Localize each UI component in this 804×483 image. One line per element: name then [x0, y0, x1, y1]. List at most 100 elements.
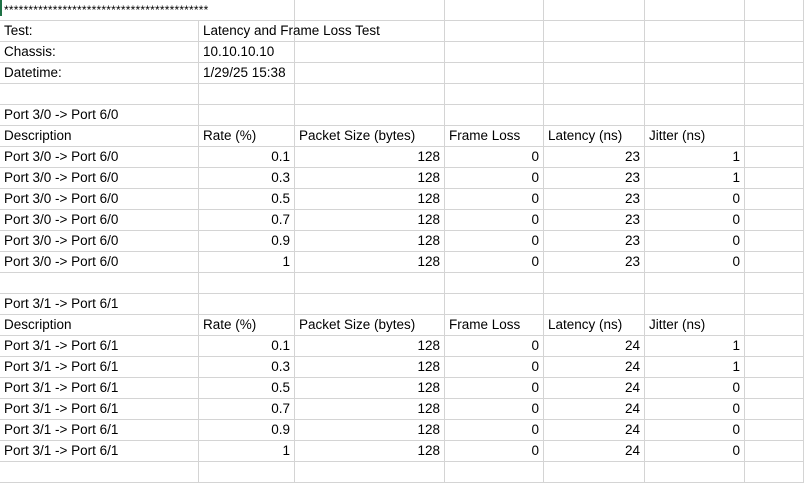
data-cell[interactable]: 0 [645, 441, 745, 461]
sheet-cell[interactable] [445, 21, 544, 41]
row-description[interactable]: Port 3/0 -> Port 6/0 [0, 231, 199, 251]
sheet-cell[interactable] [445, 84, 544, 104]
data-cell[interactable]: 23 [544, 189, 645, 209]
data-cell[interactable]: 23 [544, 210, 645, 230]
sheet-cell[interactable] [645, 42, 745, 62]
sheet-cell[interactable] [295, 0, 445, 20]
data-cell[interactable]: 1 [645, 357, 745, 377]
data-cell[interactable]: 0 [445, 378, 544, 398]
data-cell[interactable]: 0 [645, 378, 745, 398]
data-cell[interactable]: 0 [645, 189, 745, 209]
column-header[interactable]: Description [0, 126, 199, 146]
row-description[interactable]: Port 3/1 -> Port 6/1 [0, 336, 199, 356]
column-header[interactable]: Frame Loss [445, 315, 544, 335]
data-cell[interactable]: 0 [645, 210, 745, 230]
sheet-cell[interactable] [199, 105, 295, 125]
data-cell[interactable]: 0 [645, 252, 745, 272]
sheet-cell[interactable] [445, 42, 544, 62]
sheet-cell[interactable] [544, 63, 645, 83]
sheet-cell[interactable] [295, 21, 445, 41]
section-title[interactable]: Port 3/1 -> Port 6/1 [0, 294, 199, 314]
sheet-cell[interactable] [544, 105, 645, 125]
sheet-cell[interactable] [445, 0, 544, 20]
data-cell[interactable]: 128 [295, 378, 445, 398]
row-description[interactable]: Port 3/1 -> Port 6/1 [0, 399, 199, 419]
meta-label[interactable]: Test: [0, 21, 199, 41]
sheet-cell[interactable] [645, 21, 745, 41]
sheet-cell[interactable] [745, 462, 804, 482]
sheet-cell[interactable] [199, 273, 295, 293]
sheet-cell[interactable] [645, 63, 745, 83]
data-cell[interactable]: 24 [544, 378, 645, 398]
meta-label[interactable]: Chassis: [0, 42, 199, 62]
data-cell[interactable]: 24 [544, 420, 645, 440]
sheet-cell[interactable] [745, 399, 804, 419]
data-cell[interactable]: 0.7 [199, 210, 295, 230]
data-cell[interactable]: 0.5 [199, 189, 295, 209]
data-cell[interactable]: 128 [295, 210, 445, 230]
sheet-cell[interactable] [745, 210, 804, 230]
data-cell[interactable]: 0 [445, 420, 544, 440]
data-cell[interactable]: 24 [544, 399, 645, 419]
sheet-cell[interactable] [0, 462, 199, 482]
data-cell[interactable]: 0.3 [199, 357, 295, 377]
data-cell[interactable]: 23 [544, 168, 645, 188]
sheet-cell[interactable] [745, 105, 804, 125]
sheet-cell[interactable] [295, 63, 445, 83]
column-header[interactable]: Jitter (ns) [645, 126, 745, 146]
column-header[interactable]: Jitter (ns) [645, 315, 745, 335]
data-cell[interactable]: 0.1 [199, 147, 295, 167]
data-cell[interactable]: 1 [645, 147, 745, 167]
column-header[interactable]: Packet Size (bytes) [295, 126, 445, 146]
data-cell[interactable]: 23 [544, 252, 645, 272]
sheet-cell[interactable] [295, 273, 445, 293]
column-header[interactable]: Frame Loss [445, 126, 544, 146]
sheet-cell[interactable] [445, 294, 544, 314]
meta-value[interactable]: Latency and Frame Loss Test [199, 21, 380, 41]
column-header[interactable]: Latency (ns) [544, 315, 645, 335]
data-cell[interactable]: 0 [445, 252, 544, 272]
data-cell[interactable]: 128 [295, 252, 445, 272]
sheet-cell[interactable] [745, 273, 804, 293]
data-cell[interactable]: 0 [445, 357, 544, 377]
sheet-cell[interactable] [745, 441, 804, 461]
sheet-cell[interactable] [544, 0, 645, 20]
data-cell[interactable]: 0 [645, 231, 745, 251]
data-cell[interactable]: 0.9 [199, 231, 295, 251]
sheet-cell[interactable] [745, 84, 804, 104]
meta-label[interactable]: Datetime: [0, 63, 199, 83]
data-cell[interactable]: 128 [295, 399, 445, 419]
data-cell[interactable]: 0.1 [199, 336, 295, 356]
sheet-cell[interactable] [295, 294, 445, 314]
sheet-cell[interactable] [0, 84, 199, 104]
sheet-cell[interactable] [199, 0, 295, 20]
sheet-cell[interactable] [745, 336, 804, 356]
data-cell[interactable]: 1 [199, 441, 295, 461]
data-cell[interactable]: 128 [295, 189, 445, 209]
banner-cell[interactable]: ****************************************… [4, 3, 209, 17]
data-cell[interactable]: 1 [645, 168, 745, 188]
sheet-cell[interactable] [445, 63, 544, 83]
data-cell[interactable]: 128 [295, 336, 445, 356]
sheet-cell[interactable] [745, 252, 804, 272]
data-cell[interactable]: 0 [445, 210, 544, 230]
data-cell[interactable]: 24 [544, 357, 645, 377]
data-cell[interactable]: 0 [445, 441, 544, 461]
column-header[interactable]: Rate (%) [199, 126, 295, 146]
sheet-cell[interactable] [295, 84, 445, 104]
column-header[interactable]: Latency (ns) [544, 126, 645, 146]
sheet-cell[interactable] [645, 0, 745, 20]
data-cell[interactable]: 0 [445, 336, 544, 356]
data-cell[interactable]: 0 [445, 189, 544, 209]
data-cell[interactable]: 23 [544, 147, 645, 167]
sheet-cell[interactable] [745, 147, 804, 167]
row-description[interactable]: Port 3/0 -> Port 6/0 [0, 210, 199, 230]
data-cell[interactable]: 128 [295, 231, 445, 251]
sheet-cell[interactable] [645, 462, 745, 482]
data-cell[interactable]: 0.7 [199, 399, 295, 419]
sheet-cell[interactable] [544, 21, 645, 41]
data-cell[interactable]: 0 [445, 399, 544, 419]
section-title[interactable]: Port 3/0 -> Port 6/0 [0, 105, 199, 125]
sheet-cell[interactable] [745, 420, 804, 440]
sheet-cell[interactable] [445, 462, 544, 482]
